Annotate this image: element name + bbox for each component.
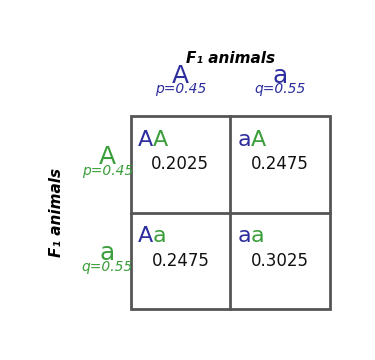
Text: a: a [251, 226, 264, 247]
Text: a: a [100, 241, 115, 265]
Text: A: A [99, 145, 116, 169]
Text: 0.2475: 0.2475 [152, 252, 209, 270]
Text: A: A [138, 130, 154, 150]
Text: 0.2475: 0.2475 [251, 156, 309, 174]
Text: A: A [152, 130, 168, 150]
Text: a: a [272, 63, 288, 87]
Text: a: a [238, 130, 252, 150]
Text: F₁ animals: F₁ animals [49, 168, 64, 257]
Text: q=0.55: q=0.55 [254, 82, 306, 96]
Text: q=0.55: q=0.55 [82, 260, 133, 274]
Text: a: a [152, 226, 166, 247]
Text: p=0.45: p=0.45 [82, 164, 133, 177]
Text: A: A [251, 130, 266, 150]
Text: 0.3025: 0.3025 [251, 252, 309, 270]
Text: a: a [238, 226, 252, 247]
Text: 0.2025: 0.2025 [152, 156, 209, 174]
Text: A: A [138, 226, 154, 247]
Text: F₁ animals: F₁ animals [186, 51, 275, 66]
Text: p=0.45: p=0.45 [154, 82, 206, 96]
Bar [130, 116, 330, 309]
Text: A: A [172, 63, 189, 87]
